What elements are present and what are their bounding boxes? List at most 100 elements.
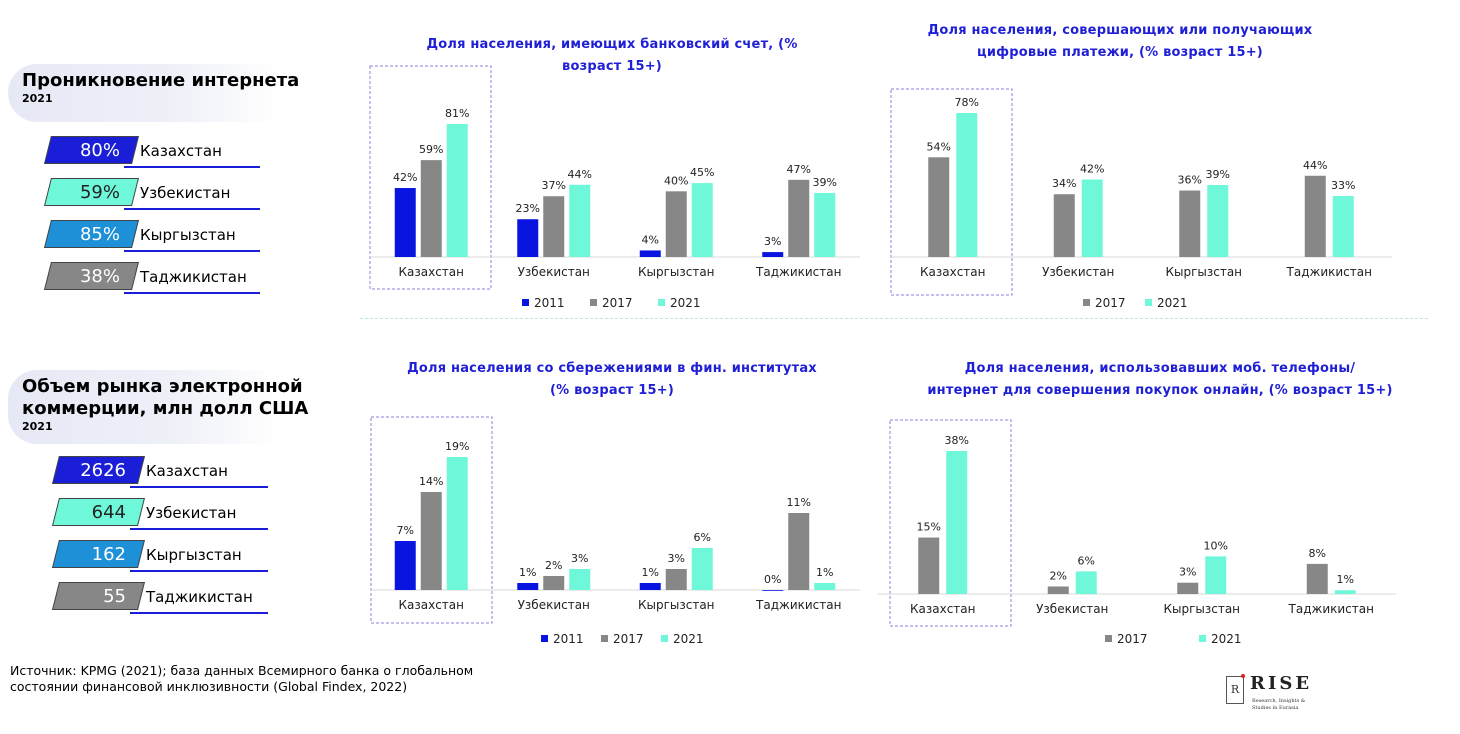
data-label: 19% [445,440,469,453]
category-label: Таджикистан [1286,265,1372,279]
bar-2021 [956,113,978,257]
category-label: Таджикистан [755,598,841,612]
data-label: 54% [927,140,951,153]
category-label: Кыргызстан [638,598,715,612]
legend-label: 2011 [553,632,584,646]
chart1-title-line2: возраст 15+) [562,59,662,74]
bar-2021 [569,569,591,590]
legend-swatch [1083,299,1090,306]
legend-label: 2021 [673,632,704,646]
data-label: 42% [393,171,417,184]
bar-2021 [946,451,968,594]
bar-2017 [928,157,950,257]
source-line1: Источник: KPMG (2021); база данных Всеми… [10,663,474,678]
data-label: 10% [1204,539,1228,552]
data-label: 40% [664,174,688,187]
ecommerce-value: 55 [103,586,126,607]
bar-2017 [918,537,940,594]
data-label: 81% [445,107,469,120]
highlight-box [889,419,1012,627]
legend-swatch [1199,635,1206,642]
bar-2017 [1306,563,1328,594]
bar-2017 [665,191,687,257]
ecommerce-underline [130,528,268,530]
chart3-title-line2: (% возраст 15+) [550,383,674,398]
bar-2021 [446,457,468,590]
category-label: Узбекистан [1042,265,1114,279]
internet-panel-year: 2021 [22,92,53,105]
legend-label: 2017 [602,296,633,310]
data-label: 59% [419,143,443,156]
legend-label: 2021 [1157,296,1188,310]
bar-2017 [1177,582,1199,594]
internet-country: Кыргызстан [140,226,236,244]
data-label: 45% [690,166,714,179]
legend-swatch [661,635,668,642]
data-label: 2% [545,559,562,572]
bar-2011 [394,188,416,257]
ecommerce-underline [130,612,268,614]
bar-2021 [1207,185,1229,257]
data-label: 4% [642,233,659,246]
chart2-title: Доля населения, совершающих или получающ… [880,20,1360,64]
internet-row: 80% Казахстан [44,136,260,168]
category-label: Кыргызстан [1165,265,1242,279]
ecommerce-underline [130,486,268,488]
data-label: 1% [1337,573,1354,586]
bar-2021 [691,548,713,590]
bar-2021 [691,183,713,257]
data-label: 1% [642,566,659,579]
source-note: Источник: KPMG (2021); база данных Всеми… [10,663,473,695]
data-label: 2% [1050,569,1067,582]
rise-logo-name: RISE [1250,673,1313,694]
bar-2017 [1053,194,1075,257]
ecommerce-row: 55 Таджикистан [52,582,268,614]
rise-logo-mark: R [1226,676,1244,704]
ecommerce-panel-year: 2021 [22,420,53,433]
internet-underline [124,208,260,210]
ecommerce-country: Казахстан [146,462,228,480]
internet-row: 38% Таджикистан [44,262,260,294]
chart1-title: Доля населения, имеющих банковский счет,… [380,34,844,78]
bar-2017 [788,513,810,590]
category-label: Таджикистан [755,265,841,279]
chart4-title: Доля населения, использовавших моб. теле… [900,358,1420,402]
data-label: 1% [816,566,833,579]
legend-label: 2021 [1211,632,1242,646]
ecommerce-value: 644 [91,502,126,523]
chart2-title-line2: цифровые платежи, (% возраст 15+) [977,45,1263,60]
chart3-title: Доля населения со сбережениями в фин. ин… [380,358,844,402]
highlight-box [369,65,492,290]
category-label: Казахстан [920,265,986,279]
bar-2021 [1081,179,1103,257]
category-label: Узбекистан [518,265,590,279]
data-label: 78% [955,96,979,109]
category-label: Кыргызстан [638,265,715,279]
chart3-title-line1: Доля населения со сбережениями в фин. ин… [407,361,817,376]
data-label: 0% [764,573,781,586]
internet-value: 80% [79,140,120,161]
bar-2021 [446,124,468,257]
internet-row: 85% Кыргызстан [44,220,260,252]
bar-2011 [517,583,539,590]
legend-swatch [522,299,529,306]
bar-2017 [420,160,442,257]
data-label: 42% [1080,162,1104,175]
legend-swatch [1105,635,1112,642]
bar-2021 [814,192,836,257]
data-label: 6% [694,531,711,544]
data-label: 36% [1178,174,1202,187]
internet-value: 85% [79,224,120,245]
legend-swatch [590,299,597,306]
rise-logo: R RISE Research, Insights & Studies in E… [1226,673,1326,716]
source-line2: состоянии финансовой инклюзивности (Glob… [10,679,408,694]
legend-label: 2011 [534,296,565,310]
ecommerce-row: 644 Узбекистан [52,498,268,530]
legend-label: 2017 [1095,296,1126,310]
bar-2017 [1047,586,1069,594]
bar-2011 [639,583,661,590]
ecommerce-underline [130,570,268,572]
